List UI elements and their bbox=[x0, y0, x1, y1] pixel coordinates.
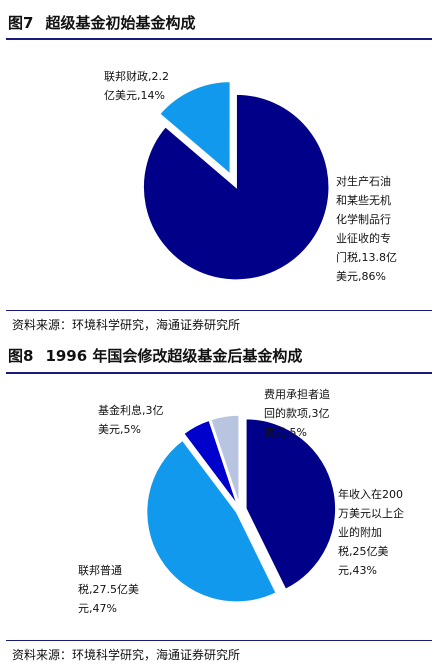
pie-slice-1-3 bbox=[209, 414, 240, 506]
figure-7-number: 图7 bbox=[8, 14, 34, 32]
slice-label-0-0: 联邦财政,2.2 亿美元,14% bbox=[104, 69, 169, 102]
slice-label-1-2: 基金利息,3亿美元,5% bbox=[98, 403, 164, 436]
slice-label-1-3: 费用承担者追回的款项,3亿美元,5% bbox=[264, 387, 330, 439]
pie-slice-1-1 bbox=[145, 439, 278, 603]
figure-8-source: 资料来源：环境科学研究，海通证券研究所 bbox=[12, 648, 241, 662]
pie-slice-0-0 bbox=[158, 80, 232, 176]
figure-7-bottom-rule bbox=[6, 310, 432, 311]
slice-label-1-1: 联邦普通税,27.5亿美元,47% bbox=[78, 563, 139, 615]
figure-8-top-rule bbox=[6, 372, 432, 374]
pie-slice-1-2 bbox=[182, 419, 239, 507]
figure-7-top-rule bbox=[6, 38, 432, 40]
figure-7-source: 资料来源：环境科学研究，海通证券研究所 bbox=[12, 318, 241, 332]
figure-8-bottom-rule bbox=[6, 640, 432, 641]
figure-8-number: 图8 bbox=[8, 347, 34, 365]
figure-7-title: 图7 超级基金初始基金构成 bbox=[8, 12, 195, 33]
figure-8-pie-chart: 年收入在200 万美元以上企业的附加税,25亿美元,43% 联邦普通税,27.5亿美… bbox=[78, 387, 404, 615]
figure-7-title-text: 超级基金初始基金构成 bbox=[45, 14, 196, 32]
figure-7-pie-chart: 联邦财政,2.2 亿美元,14% 对生产石油和某些无机化学制品行业征收的专门税,13… bbox=[104, 69, 397, 283]
slice-label-0-1: 对生产石油和某些无机化学制品行业征收的专门税,13.8亿美元,86% bbox=[336, 174, 397, 283]
figure-8-title: 图8 1996 年国会修改超级基金后基金构成 bbox=[8, 345, 302, 366]
slice-label-1-0: 年收入在200 万美元以上企业的附加税,25亿美元,43% bbox=[338, 487, 404, 577]
figure-8-title-text: 1996 年国会修改超级基金后基金构成 bbox=[45, 347, 303, 365]
pie-slice-1-0 bbox=[245, 417, 337, 591]
pie-slice-0-1 bbox=[142, 93, 330, 281]
